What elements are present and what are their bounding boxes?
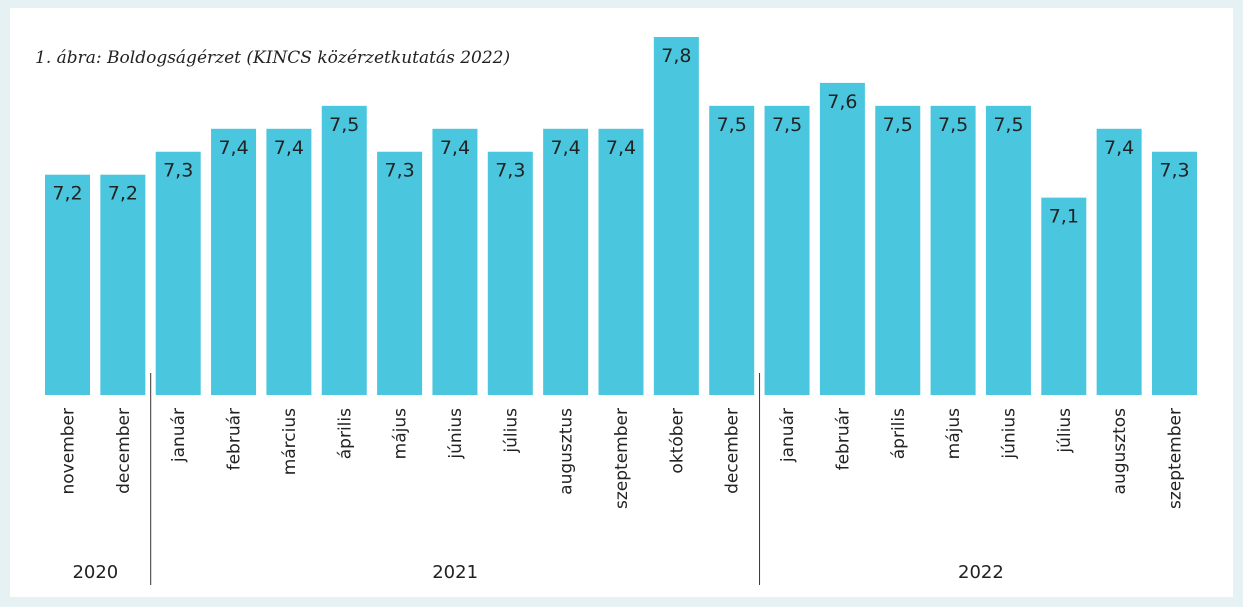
value-label: 7,4 xyxy=(274,137,304,159)
x-tick-label: március xyxy=(280,408,300,475)
x-tick-label: december xyxy=(723,408,743,494)
value-label: 7,3 xyxy=(495,160,525,182)
bar xyxy=(487,151,533,395)
value-label: 7,4 xyxy=(440,137,470,159)
x-tick-label: július xyxy=(1055,408,1075,454)
bar xyxy=(875,105,921,395)
bar xyxy=(819,82,865,396)
value-label: 7,5 xyxy=(938,114,968,136)
x-tick-label: augusztos xyxy=(1110,408,1130,495)
value-label: 7,4 xyxy=(1104,137,1134,159)
x-tick-label: augusztus xyxy=(557,408,577,495)
x-tick-label: június xyxy=(446,408,466,460)
chart-title: 1. ábra: Boldogságérzet (KINCS közérzetk… xyxy=(35,48,510,68)
year-label: 2020 xyxy=(72,562,118,583)
x-tick-label: február xyxy=(833,408,853,470)
value-label: 7,2 xyxy=(108,183,138,205)
bar xyxy=(1152,151,1197,395)
year-label: 2021 xyxy=(432,562,478,583)
bar xyxy=(1096,128,1142,396)
bar xyxy=(764,105,810,395)
value-label: 7,3 xyxy=(1159,160,1189,182)
bar xyxy=(653,37,699,395)
value-label: 7,5 xyxy=(993,114,1023,136)
bar xyxy=(709,105,755,395)
year-label: 2022 xyxy=(958,562,1004,583)
value-label: 7,4 xyxy=(606,137,636,159)
x-tick-label: július xyxy=(501,408,521,454)
value-label: 7,3 xyxy=(163,160,193,182)
bar xyxy=(100,174,146,395)
value-label: 7,2 xyxy=(52,183,82,205)
value-label: 7,4 xyxy=(218,137,248,159)
x-tick-label: május xyxy=(944,408,964,459)
value-label: 7,6 xyxy=(827,91,857,113)
x-tick-label: december xyxy=(114,408,134,494)
value-label: 7,3 xyxy=(384,160,414,182)
value-label: 7,5 xyxy=(883,114,913,136)
x-tick-label: április xyxy=(335,408,355,459)
value-label: 7,8 xyxy=(661,45,691,67)
bar xyxy=(321,105,367,395)
x-tick-label: április xyxy=(889,408,909,459)
value-label: 7,5 xyxy=(772,114,802,136)
bar xyxy=(930,105,976,395)
bar xyxy=(211,128,257,396)
x-tick-label: január xyxy=(169,408,189,463)
bar xyxy=(1041,197,1087,395)
bar xyxy=(543,128,589,396)
x-tick-label: szeptember xyxy=(612,408,632,509)
x-tick-label: november xyxy=(59,408,79,495)
value-label: 7,5 xyxy=(329,114,359,136)
x-tick-label: május xyxy=(391,408,411,459)
bar xyxy=(432,128,478,396)
value-label: 7,1 xyxy=(1049,206,1079,228)
bar xyxy=(45,174,90,395)
bar xyxy=(985,105,1031,395)
bar xyxy=(598,128,644,396)
bar xyxy=(155,151,201,395)
x-tick-label: szeptember xyxy=(1166,408,1186,509)
x-tick-label: június xyxy=(999,408,1019,460)
bar xyxy=(266,128,312,396)
value-label: 7,5 xyxy=(717,114,747,136)
x-tick-label: február xyxy=(225,408,245,470)
x-tick-label: október xyxy=(667,408,687,474)
value-label: 7,4 xyxy=(551,137,581,159)
bar xyxy=(377,151,423,395)
x-tick-label: január xyxy=(778,408,798,463)
